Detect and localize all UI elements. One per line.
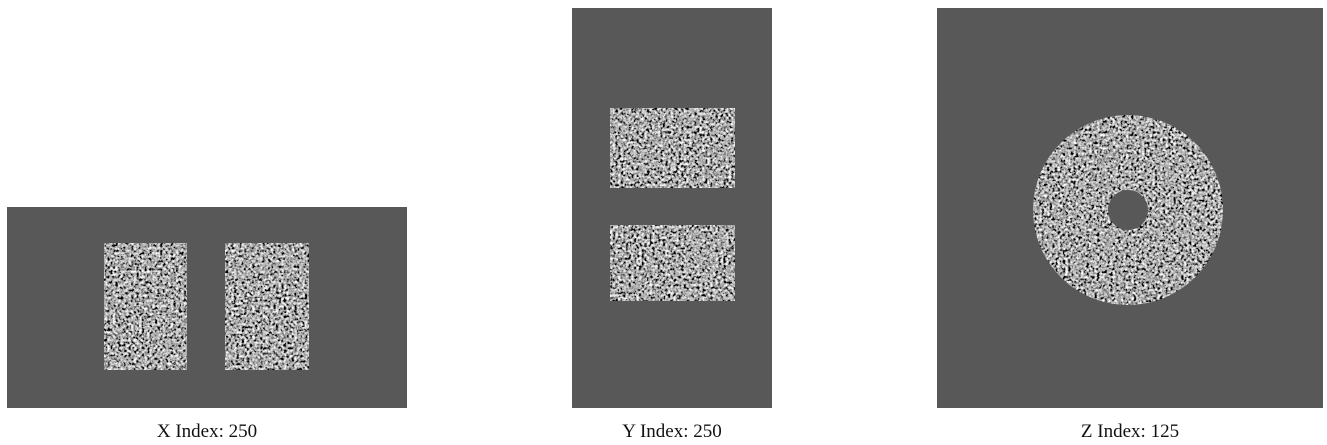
density-blob bbox=[610, 108, 735, 188]
density-ring bbox=[1033, 115, 1224, 305]
density-blob bbox=[610, 225, 735, 301]
slice-background bbox=[937, 8, 1323, 408]
caption: X Index: 250 bbox=[157, 421, 257, 442]
x-slice-panel: X Index: 250 bbox=[7, 207, 407, 442]
caption: Y Index: 250 bbox=[622, 421, 722, 442]
density-blob bbox=[225, 243, 309, 370]
y-slice-panel: Y Index: 250 bbox=[572, 8, 772, 442]
caption: Z Index: 125 bbox=[1081, 421, 1179, 442]
density-blob bbox=[104, 243, 187, 370]
z-slice-panel: Z Index: 125 bbox=[937, 8, 1323, 442]
slice-background bbox=[7, 207, 407, 408]
slice-background bbox=[572, 8, 772, 408]
